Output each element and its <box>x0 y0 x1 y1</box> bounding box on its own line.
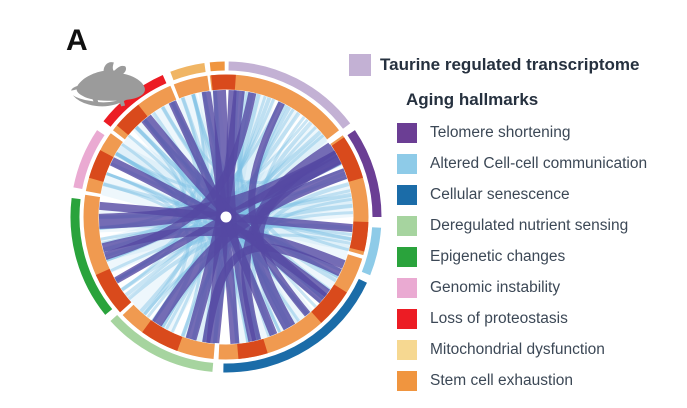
color-swatch <box>397 247 417 267</box>
legend-item-label: Stem cell exhaustion <box>430 372 574 389</box>
legend-item-stem-cell-exhaustion: Stem cell exhaustion <box>397 371 573 391</box>
legend-item-label: Telomere shortening <box>430 124 571 141</box>
legend-item-telomere-shortening: Telomere shortening <box>397 123 570 143</box>
legend-item-label: Deregulated nutrient sensing <box>430 217 629 234</box>
ring-segment <box>110 314 214 372</box>
color-swatch <box>397 309 417 329</box>
ring-segment <box>73 130 105 190</box>
color-swatch <box>397 154 417 174</box>
legend-taurine-row: Taurine regulated transcriptome <box>349 54 639 76</box>
ring-segment <box>228 61 351 129</box>
legend-item-epigenetic-changes: Epigenetic changes <box>397 247 565 267</box>
taurine-color-swatch <box>349 54 371 76</box>
taurine-label: Taurine regulated transcriptome <box>380 55 640 74</box>
legend-item-deregulated-nutrient-sensing: Deregulated nutrient sensing <box>397 216 628 236</box>
ring-segment <box>170 63 206 81</box>
legend-item-label: Genomic instability <box>430 279 561 296</box>
legend-item-cellular-senescence: Cellular senescence <box>397 185 570 205</box>
mouse-icon <box>70 56 154 112</box>
color-swatch <box>397 371 417 391</box>
legend-item-altered-cell-cell-communication: Altered Cell-cell communication <box>397 154 647 174</box>
legend-item-label: Cellular senescence <box>430 186 570 203</box>
center-dot <box>220 211 232 223</box>
ring-segment <box>209 61 225 72</box>
legend-item-label: Altered Cell-cell communication <box>430 155 648 172</box>
ring-segment <box>70 198 113 315</box>
legend-item-genomic-instability: Genomic instability <box>397 278 560 298</box>
color-swatch <box>397 340 417 360</box>
ring-segment <box>361 227 382 276</box>
legend-item-label: Loss of proteostasis <box>430 310 568 327</box>
panel-label: A <box>66 24 88 57</box>
ring-segment <box>347 130 382 218</box>
color-swatch <box>397 185 417 205</box>
legend-heading: Aging hallmarks <box>406 90 539 109</box>
color-swatch <box>397 278 417 298</box>
legend-item-mitochondrial-dysfunction: Mitochondrial dysfunction <box>397 340 605 360</box>
legend-item-loss-of-proteostasis: Loss of proteostasis <box>397 309 568 329</box>
legend-item-label: Mitochondrial dysfunction <box>430 341 605 358</box>
legend-item-label: Epigenetic changes <box>430 248 566 265</box>
color-swatch <box>397 216 417 236</box>
color-swatch <box>397 123 417 143</box>
ring-segment <box>223 278 367 373</box>
